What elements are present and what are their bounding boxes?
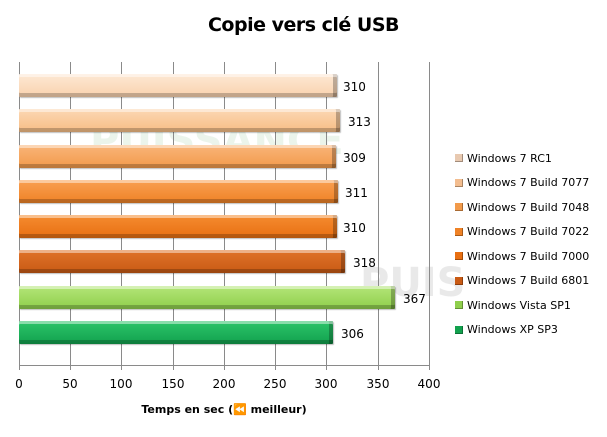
bar-value-label: 318 (353, 256, 376, 270)
bar-windows-vista-sp1 (19, 286, 395, 309)
bar-value-label: 309 (343, 151, 366, 165)
bar-windows-7-build-7077 (19, 109, 340, 132)
legend-label: Windows XP SP3 (467, 323, 558, 337)
legend-item: Windows 7 Build 7022 (455, 220, 589, 245)
x-tick-label: 250 (263, 377, 287, 391)
legend-swatch-icon (455, 276, 463, 285)
gridline (173, 62, 174, 365)
legend: Windows 7 RC1 Windows 7 Build 7077 Windo… (455, 146, 589, 342)
x-tick-label: 100 (109, 377, 133, 391)
bar-windows-7-build-7000 (19, 215, 337, 238)
bar-windows-xp-sp3 (19, 321, 333, 344)
bar-windows-7-build-7048 (19, 145, 336, 168)
bar-value-label: 310 (343, 221, 366, 235)
x-axis-title: Temps en sec (⏪ meilleur) (141, 403, 307, 416)
plot-area (19, 62, 430, 365)
legend-label: Windows 7 Build 7077 (467, 176, 590, 190)
x-tick (326, 365, 327, 370)
x-tick-label: 400 (417, 377, 441, 391)
legend-item: Windows 7 Build 6801 (455, 269, 589, 294)
gridline (326, 62, 327, 365)
legend-item: Windows XP SP3 (455, 318, 589, 343)
bar-value-label: 367 (403, 292, 426, 306)
legend-swatch-icon (455, 203, 463, 212)
legend-swatch-icon (455, 154, 463, 163)
bar-windows-7-build-7022 (19, 180, 338, 203)
bar-windows-7-rc1 (19, 74, 337, 97)
legend-label: Windows 7 Build 6801 (467, 274, 590, 288)
x-tick (19, 365, 20, 370)
legend-label: Windows 7 Build 7048 (467, 200, 590, 214)
legend-item: Windows 7 Build 7077 (455, 171, 589, 196)
x-tick-label: 200 (212, 377, 236, 391)
x-tick (429, 365, 430, 370)
legend-swatch-icon (455, 325, 463, 334)
bar-value-label: 311 (345, 186, 368, 200)
x-tick-label: 150 (161, 377, 185, 391)
legend-item: Windows 7 RC1 (455, 146, 589, 171)
legend-label: Windows 7 Build 7022 (467, 225, 590, 239)
x-tick-label: 0 (15, 377, 23, 391)
gridline (224, 62, 225, 365)
x-tick (121, 365, 122, 370)
chart-title: Copie vers clé USB (207, 14, 400, 36)
x-tick-label: 50 (62, 377, 78, 391)
x-tick (224, 365, 225, 370)
x-tick-label: 300 (314, 377, 338, 391)
gridline (121, 62, 122, 365)
x-tick-label: 350 (366, 377, 390, 391)
bar-value-label: 310 (343, 80, 366, 94)
gridline (19, 62, 20, 365)
bar-value-label: 313 (348, 115, 371, 129)
legend-swatch-icon (455, 227, 463, 236)
legend-item: Windows Vista SP1 (455, 293, 589, 318)
legend-swatch-icon (455, 252, 463, 261)
legend-swatch-icon (455, 301, 463, 310)
gridline (378, 62, 379, 365)
gridline (275, 62, 276, 365)
legend-item: Windows 7 Build 7000 (455, 244, 589, 269)
legend-item: Windows 7 Build 7048 (455, 195, 589, 220)
x-tick (173, 365, 174, 370)
bar-value-label: 306 (341, 327, 364, 341)
legend-label: Windows 7 RC1 (467, 151, 552, 165)
legend-swatch-icon (455, 178, 463, 187)
legend-label: Windows 7 Build 7000 (467, 249, 590, 263)
legend-label: Windows Vista SP1 (467, 298, 571, 312)
gridline (429, 62, 430, 365)
gridline (70, 62, 71, 365)
x-tick (378, 365, 379, 370)
x-tick (275, 365, 276, 370)
x-tick (70, 365, 71, 370)
bar-windows-7-build-6801 (19, 250, 345, 273)
